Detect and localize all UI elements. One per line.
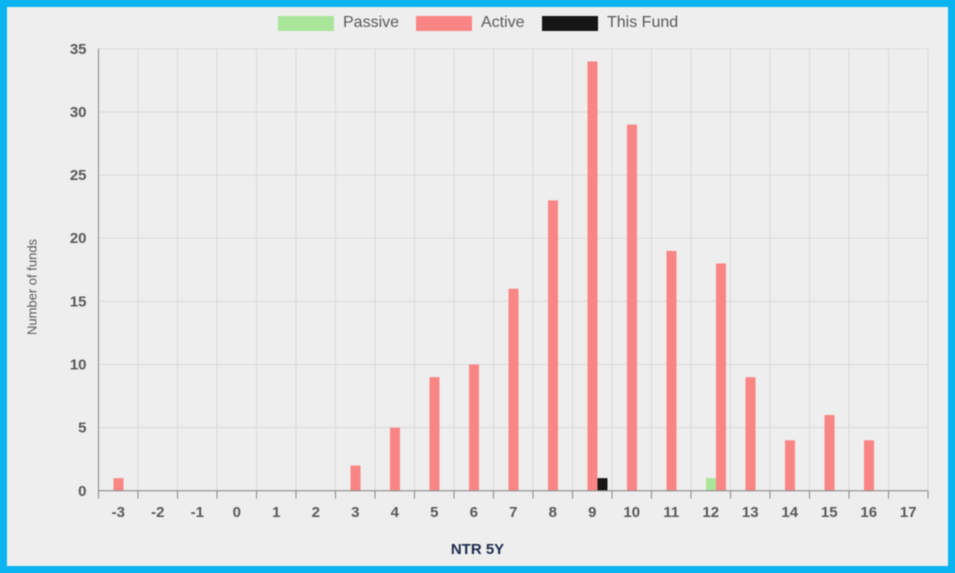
svg-text:0: 0 <box>78 483 86 500</box>
svg-text:10: 10 <box>70 357 87 374</box>
svg-text:5: 5 <box>430 504 438 521</box>
svg-text:20: 20 <box>70 230 87 247</box>
svg-text:25: 25 <box>70 167 87 184</box>
svg-text:15: 15 <box>70 293 87 310</box>
svg-text:11: 11 <box>663 504 679 521</box>
svg-text:3: 3 <box>351 504 359 521</box>
svg-text:14: 14 <box>781 504 798 521</box>
svg-text:35: 35 <box>70 41 87 58</box>
svg-text:8: 8 <box>549 504 557 521</box>
svg-text:7: 7 <box>509 504 517 521</box>
svg-text:30: 30 <box>70 104 87 121</box>
svg-text:17: 17 <box>900 504 917 521</box>
svg-text:0: 0 <box>233 504 241 521</box>
svg-text:13: 13 <box>742 504 759 521</box>
svg-text:10: 10 <box>623 504 640 521</box>
svg-text:12: 12 <box>702 504 719 521</box>
svg-text:1: 1 <box>272 504 280 521</box>
svg-text:-2: -2 <box>151 504 164 521</box>
svg-text:5: 5 <box>78 420 86 437</box>
svg-text:2: 2 <box>312 504 320 521</box>
svg-text:-1: -1 <box>191 504 204 521</box>
svg-text:6: 6 <box>470 504 478 521</box>
svg-text:4: 4 <box>391 504 400 521</box>
svg-text:15: 15 <box>821 504 838 521</box>
svg-text:9: 9 <box>588 504 596 521</box>
svg-text:-3: -3 <box>112 504 125 521</box>
svg-text:16: 16 <box>860 504 877 521</box>
